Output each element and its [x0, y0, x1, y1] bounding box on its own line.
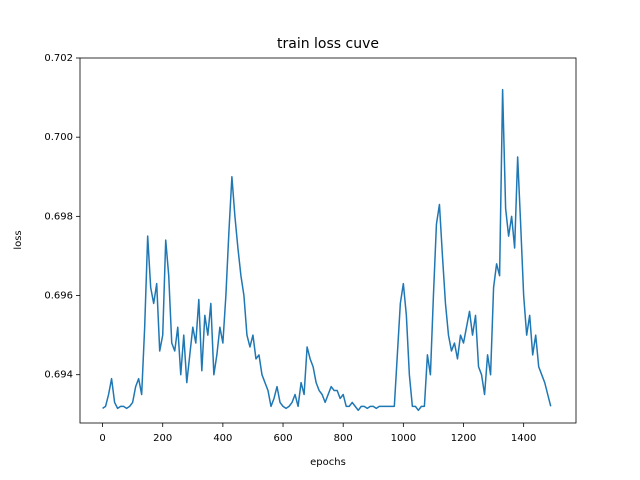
x-tick-label: 1200	[451, 433, 476, 444]
y-tick-label: 0.698	[44, 211, 73, 222]
y-tick-label: 0.694	[44, 370, 73, 381]
chart-title: train loss cuve	[277, 36, 379, 52]
x-tick-label: 800	[334, 433, 353, 444]
x-tick-label: 200	[153, 433, 172, 444]
x-tick-label: 600	[273, 433, 292, 444]
y-tick-label: 0.702	[44, 53, 73, 64]
x-tick-label: 400	[213, 433, 232, 444]
x-axis-label: epochs	[310, 457, 346, 468]
loss-line	[102, 88, 552, 412]
x-tick-label: 1000	[391, 433, 416, 444]
y-axis-label: loss	[13, 230, 24, 249]
y-tick-label: 0.700	[44, 132, 73, 143]
x-tick-label: 1400	[511, 433, 536, 444]
plot-frame	[79, 57, 577, 424]
y-tick-label: 0.696	[44, 291, 73, 302]
x-tick-label: 0	[99, 433, 105, 444]
